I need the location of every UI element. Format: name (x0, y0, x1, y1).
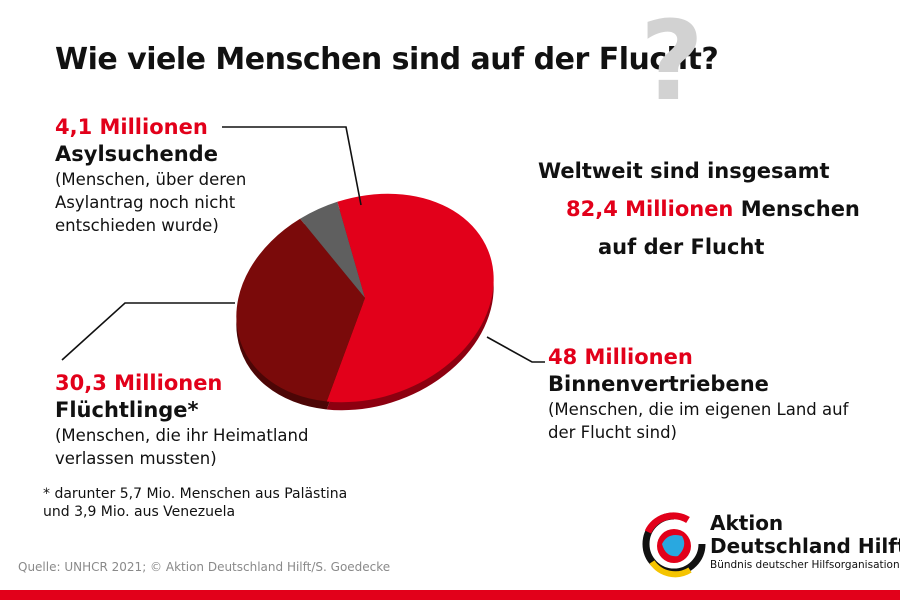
pie-slice-binnen (326, 193, 494, 403)
logo-text: Aktion Deutschland Hilft Bündnis deutsch… (710, 512, 900, 572)
pie-slice-asyl (300, 201, 365, 298)
logo-line-2: Deutschland Hilft (710, 534, 900, 558)
label-fluechtlinge: 30,3 Millionen Flüchtlinge* (Menschen, d… (55, 370, 355, 470)
label-asylsuchende: 4,1 Millionen Asylsuchende (Menschen, üb… (55, 114, 295, 237)
fluecht-value: 30,3 Millionen (55, 371, 223, 395)
summary-line-3: auf der Flucht (598, 235, 765, 259)
summary-line-2: 82,4 Millionen Menschen (530, 190, 870, 228)
source-credit: Quelle: UNHCR 2021; © Aktion Deutschland… (18, 560, 391, 574)
binnen-description: (Menschen, die im eigenen Land auf der F… (548, 400, 849, 442)
binnen-name: Binnenvertriebene (548, 372, 769, 396)
fluecht-description: (Menschen, die ihr Heimatland verlassen … (55, 426, 309, 468)
pie-slice-fluecht (236, 218, 365, 402)
leader-line-asyl (222, 126, 362, 206)
leader-line-binnen (486, 336, 545, 363)
fluecht-name: Flüchtlinge* (55, 398, 199, 422)
logo-emblem-icon (642, 512, 706, 578)
summary-line-1: Weltweit sind insgesamt (538, 159, 830, 183)
leader-line-fluecht (61, 302, 235, 361)
question-mark-icon: ? (640, 0, 704, 125)
summary-line-2-rest: Menschen (733, 197, 860, 221)
logo-line-3: Bündnis deutscher Hilfsorganisationen (710, 559, 900, 571)
asyl-name: Asylsuchende (55, 142, 218, 166)
summary-text: Weltweit sind insgesamt 82,4 Millionen M… (530, 152, 870, 266)
binnen-value: 48 Millionen (548, 345, 693, 369)
brand-logo: Aktion Deutschland Hilft Bündnis deutsch… (640, 510, 900, 585)
page-title: Wie viele Menschen sind auf der Flucht? (55, 42, 719, 77)
label-binnenvertriebene: 48 Millionen Binnenvertriebene (Menschen… (548, 344, 858, 444)
footnote: * darunter 5,7 Mio. Menschen aus Palästi… (43, 486, 348, 520)
logo-line-1: Aktion (710, 511, 784, 535)
bottom-accent-bar (0, 590, 900, 600)
asyl-description: (Menschen, über deren Asylantrag noch ni… (55, 170, 247, 235)
summary-total: 82,4 Millionen (566, 197, 734, 221)
asyl-value: 4,1 Millionen (55, 115, 208, 139)
